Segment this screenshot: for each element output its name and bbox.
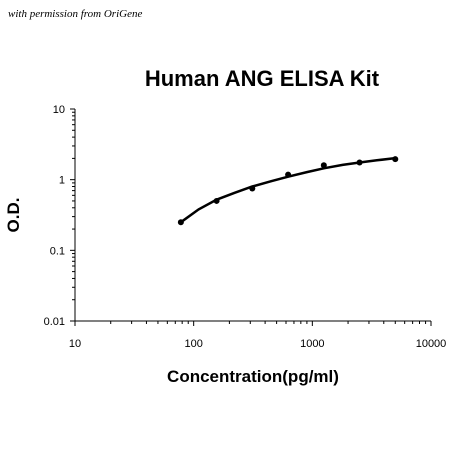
x-axis-label: Concentration(pg/ml) [167, 367, 339, 386]
data-points [177, 156, 399, 226]
y-axis-label: O.D. [4, 198, 23, 233]
x-tick-label: 100 [184, 338, 202, 350]
y-tick-label: 1 [59, 175, 65, 187]
x-tick-label: 1000 [300, 338, 324, 350]
y-tick-label: 0.01 [44, 316, 65, 328]
data-point [177, 219, 184, 226]
data-point [356, 159, 363, 166]
x-tick-label: 10000 [416, 338, 447, 350]
data-point [320, 162, 327, 169]
chart-title: Human ANG ELISA Kit [145, 66, 380, 91]
data-point [285, 171, 292, 178]
credit-watermark: with permission from OriGene [8, 8, 143, 20]
data-point [392, 156, 399, 163]
x-tick-label: 10 [69, 338, 81, 350]
tick-labels: 10 100 1000 10000 0.01 0.1 1 10 [44, 104, 447, 350]
y-tick-label: 0.1 [50, 245, 65, 257]
y-tick-label: 10 [53, 104, 65, 116]
ticks [70, 108, 432, 326]
data-point [249, 185, 256, 192]
data-point [213, 197, 220, 204]
axes [74, 109, 431, 322]
fit-curve [180, 156, 396, 224]
